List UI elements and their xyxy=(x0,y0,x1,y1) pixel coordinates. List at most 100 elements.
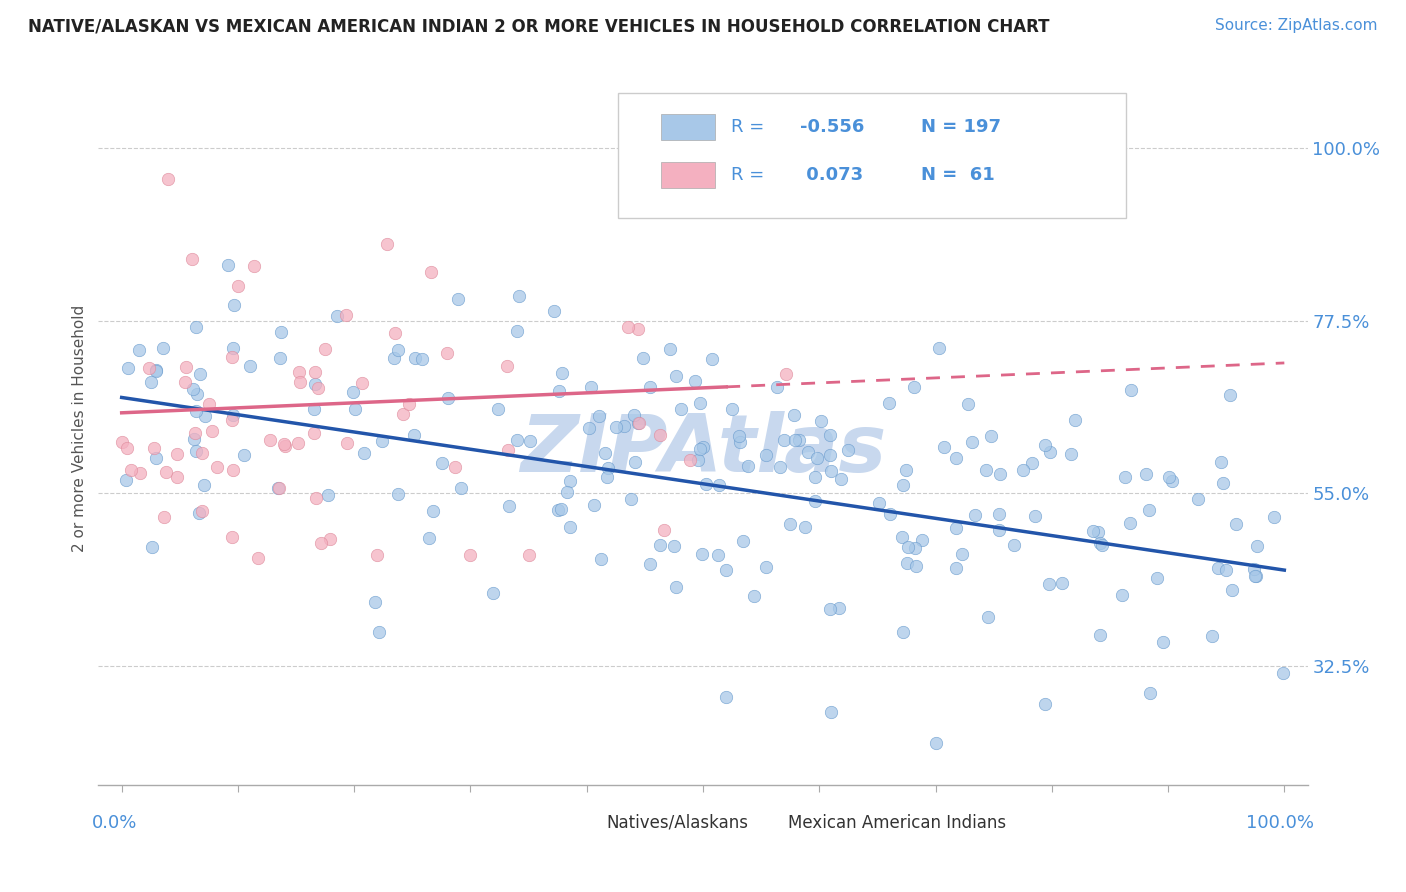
Point xyxy=(1087,524,1109,539)
Point xyxy=(772,433,794,447)
Point xyxy=(326,309,349,323)
Point xyxy=(287,436,309,450)
Point xyxy=(141,540,163,554)
FancyBboxPatch shape xyxy=(661,162,716,187)
Point xyxy=(186,320,208,334)
Point xyxy=(1038,576,1060,591)
Point xyxy=(316,488,339,502)
Point xyxy=(152,342,174,356)
Point xyxy=(193,477,215,491)
Point xyxy=(551,366,574,380)
Point xyxy=(662,539,685,553)
Point xyxy=(1244,568,1267,582)
Point xyxy=(508,289,530,303)
Point xyxy=(267,481,290,495)
Point xyxy=(404,351,426,365)
Point xyxy=(350,376,373,390)
Point xyxy=(288,375,311,389)
Point xyxy=(617,320,640,334)
Point xyxy=(305,491,328,506)
Point xyxy=(690,547,713,561)
Point xyxy=(555,485,578,500)
Text: N = 197: N = 197 xyxy=(921,118,1001,136)
Point xyxy=(945,561,967,575)
Point xyxy=(166,470,188,484)
Point xyxy=(375,236,398,251)
Point xyxy=(1091,538,1114,552)
Point xyxy=(1137,502,1160,516)
Point xyxy=(1220,582,1243,597)
Point xyxy=(631,351,654,365)
Point xyxy=(803,470,825,484)
Point xyxy=(626,417,648,431)
Point xyxy=(891,529,914,543)
Point xyxy=(505,433,527,447)
Point xyxy=(830,472,852,486)
Point xyxy=(186,386,208,401)
Point xyxy=(184,403,207,417)
Point xyxy=(582,499,605,513)
Point xyxy=(689,396,711,410)
Point xyxy=(142,442,165,456)
Point xyxy=(988,508,1011,522)
Point xyxy=(145,362,167,376)
Point xyxy=(222,409,245,423)
Point xyxy=(581,380,603,394)
Point xyxy=(1225,516,1247,531)
Point xyxy=(1139,686,1161,700)
Point xyxy=(166,447,188,461)
Point xyxy=(419,265,441,279)
Point xyxy=(627,322,650,336)
Point xyxy=(1206,561,1229,575)
Point xyxy=(302,402,325,417)
Point xyxy=(977,610,1000,624)
Point xyxy=(578,421,600,435)
Point xyxy=(754,560,776,574)
Point xyxy=(506,324,529,338)
Point xyxy=(737,459,759,474)
Point xyxy=(1219,388,1241,402)
Point xyxy=(588,409,610,423)
Point xyxy=(589,552,612,566)
Point xyxy=(384,326,406,341)
Point xyxy=(980,428,1002,442)
Point xyxy=(221,350,243,364)
Point xyxy=(818,602,841,616)
FancyBboxPatch shape xyxy=(619,93,1126,218)
Point xyxy=(392,408,415,422)
Point xyxy=(221,413,243,427)
Point xyxy=(129,466,152,480)
Point xyxy=(820,464,842,478)
Point xyxy=(343,401,366,416)
Point xyxy=(517,548,540,562)
Point xyxy=(593,446,616,460)
Point xyxy=(1152,635,1174,649)
Point xyxy=(596,461,619,475)
Point xyxy=(273,437,295,451)
Point xyxy=(247,551,270,566)
Point xyxy=(1157,470,1180,484)
Point xyxy=(188,506,211,520)
Point xyxy=(686,453,709,467)
Point xyxy=(519,434,541,449)
Point xyxy=(222,341,245,355)
Point xyxy=(1021,456,1043,470)
FancyBboxPatch shape xyxy=(551,821,586,837)
Point xyxy=(804,493,827,508)
Point xyxy=(174,359,197,374)
FancyBboxPatch shape xyxy=(661,114,716,140)
Point xyxy=(1039,445,1062,459)
Point xyxy=(217,258,239,272)
Point xyxy=(319,532,342,546)
Point xyxy=(120,462,142,476)
Point xyxy=(543,303,565,318)
Point xyxy=(364,595,387,609)
Point xyxy=(928,341,950,355)
Point xyxy=(596,470,619,484)
Point xyxy=(222,298,245,312)
Text: N =  61: N = 61 xyxy=(921,166,994,184)
Point xyxy=(174,375,197,389)
Point xyxy=(304,365,326,379)
Point xyxy=(402,428,425,442)
Point xyxy=(444,460,467,475)
